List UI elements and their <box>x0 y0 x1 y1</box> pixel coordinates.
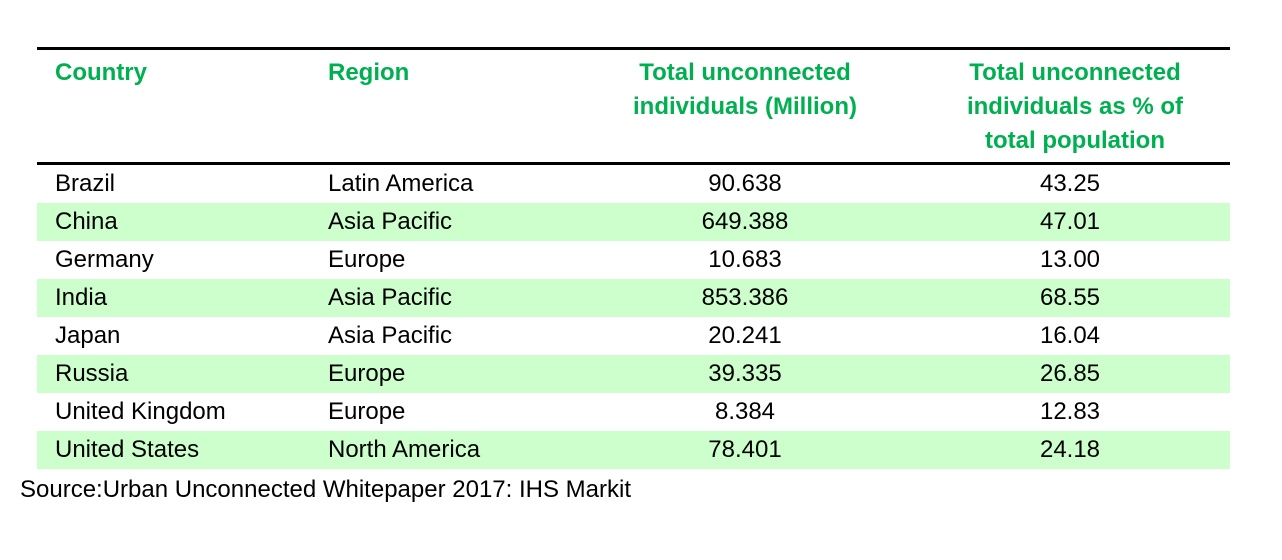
cell-percent-population: 26.85 <box>1039 360 1101 387</box>
cell-total-unconnected: 90.638 <box>708 170 782 197</box>
cell-country: Germany <box>55 246 154 273</box>
cell-country: United Kingdom <box>55 398 226 425</box>
cell-total-unconnected: 10.683 <box>708 246 782 273</box>
cell-region: Asia Pacific <box>328 284 453 311</box>
cell-country: Russia <box>55 360 129 387</box>
cell-total-unconnected: 8.384 <box>714 398 776 425</box>
cell-total-unconnected: 78.401 <box>708 436 782 463</box>
cell-region: Asia Pacific <box>328 322 453 349</box>
table-row: India Asia Pacific 853.386 68.55 <box>37 279 1230 317</box>
cell-region: Asia Pacific <box>328 208 453 235</box>
table-row: United States North America 78.401 24.18 <box>37 431 1230 469</box>
cell-region: North America <box>328 436 481 463</box>
cell-percent-population: 13.00 <box>1039 246 1101 273</box>
cell-percent-population: 16.04 <box>1039 322 1101 349</box>
header-row: Country Region Total unconnected individ… <box>37 48 1230 164</box>
table-row: Germany Europe 10.683 13.00 <box>37 241 1230 279</box>
cell-percent-population: 68.55 <box>1039 284 1101 311</box>
source-note: Source:Urban Unconnected Whitepaper 2017… <box>20 476 631 503</box>
cell-country: China <box>55 208 118 235</box>
cell-percent-population: 47.01 <box>1039 208 1101 235</box>
cell-percent-population: 24.18 <box>1039 436 1101 463</box>
cell-percent-population: 12.83 <box>1039 398 1101 425</box>
header-country: Country <box>55 59 147 86</box>
cell-country: United States <box>55 436 200 463</box>
cell-total-unconnected: 853.386 <box>701 284 789 311</box>
cell-country: Brazil <box>55 170 116 197</box>
cell-total-unconnected: 39.335 <box>708 360 782 387</box>
header-percent-population: Total unconnected individuals as % of to… <box>966 59 1184 154</box>
table-row: United Kingdom Europe 8.384 12.83 <box>37 393 1230 431</box>
header-region: Region <box>328 59 410 86</box>
unconnected-individuals-table: Country Region Total unconnected individ… <box>37 47 1230 469</box>
table-row: Japan Asia Pacific 20.241 16.04 <box>37 317 1230 355</box>
cell-total-unconnected: 649.388 <box>701 208 789 235</box>
header-total-unconnected: Total unconnected individuals (Million) <box>633 59 857 120</box>
cell-country: India <box>55 284 108 311</box>
table-row: Brazil Latin America 90.638 43.25 <box>37 164 1230 204</box>
cell-total-unconnected: 20.241 <box>708 322 782 349</box>
table-row: Russia Europe 39.335 26.85 <box>37 355 1230 393</box>
cell-country: Japan <box>55 322 121 349</box>
cell-percent-population: 43.25 <box>1039 170 1101 197</box>
cell-region: Latin America <box>328 170 474 197</box>
cell-region: Europe <box>328 398 406 425</box>
table-row: China Asia Pacific 649.388 47.01 <box>37 203 1230 241</box>
cell-region: Europe <box>328 246 406 273</box>
cell-region: Europe <box>328 360 406 387</box>
